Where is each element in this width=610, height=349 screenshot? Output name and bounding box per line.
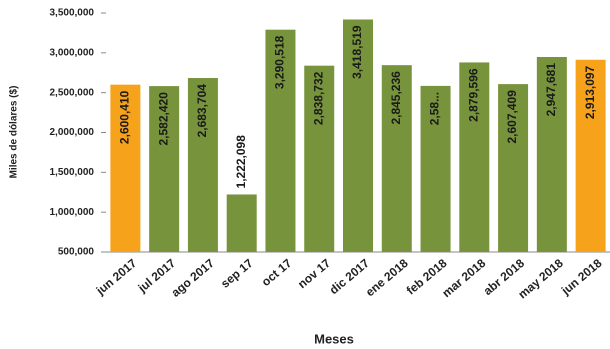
bar — [343, 19, 373, 253]
x-tick-label: mar 2018 — [439, 256, 488, 300]
bar — [459, 62, 490, 252]
y-axis-label: Miles de dólares ($) — [9, 86, 20, 179]
bar — [420, 85, 451, 253]
y-tick-label: 500,000 — [58, 247, 95, 258]
x-tick-label: ene 2018 — [363, 256, 411, 300]
value-label: 2,838,732 — [311, 71, 325, 125]
bar — [149, 86, 180, 252]
value-label: 2,582,420 — [156, 92, 170, 146]
y-tick-label: 3,000,000 — [50, 47, 95, 58]
bar — [187, 78, 218, 252]
x-tick-label: oct 17 — [259, 256, 295, 289]
bar — [110, 84, 141, 253]
bar — [304, 65, 335, 252]
value-label: 2,607,409 — [505, 90, 519, 144]
y-tick-label: 3,500,000 — [50, 8, 95, 19]
bar — [575, 59, 606, 252]
value-label: 2,913,097 — [583, 65, 597, 119]
x-tick-label: jun 2018 — [558, 256, 605, 298]
value-label: 2,58... — [428, 92, 442, 125]
y-tick-label: 1,500,000 — [50, 167, 95, 178]
bar — [265, 29, 296, 252]
value-label: 2,845,236 — [389, 71, 403, 125]
value-label: 2,879,596 — [466, 68, 480, 122]
bar — [381, 65, 412, 252]
value-label: 2,683,704 — [195, 84, 209, 138]
y-tick-label: 2,500,000 — [50, 87, 95, 98]
x-tick-label: ago 2017 — [169, 256, 218, 300]
bar — [536, 57, 567, 252]
bar — [498, 84, 529, 253]
value-label: 2,600,410 — [118, 90, 132, 144]
value-label: 3,418,519 — [350, 25, 364, 79]
y-tick-label: 1,000,000 — [50, 207, 95, 218]
value-label: 3,290,518 — [273, 35, 287, 89]
x-axis-label: Meses — [314, 331, 354, 346]
bar — [226, 194, 257, 252]
x-tick-label: sep 17 — [218, 256, 256, 291]
y-tick-label: 2,000,000 — [50, 127, 95, 138]
value-label: 2,947,681 — [544, 63, 558, 117]
value-label: 1,222,098 — [234, 135, 248, 189]
x-tick-label: jun 2017 — [93, 256, 140, 298]
